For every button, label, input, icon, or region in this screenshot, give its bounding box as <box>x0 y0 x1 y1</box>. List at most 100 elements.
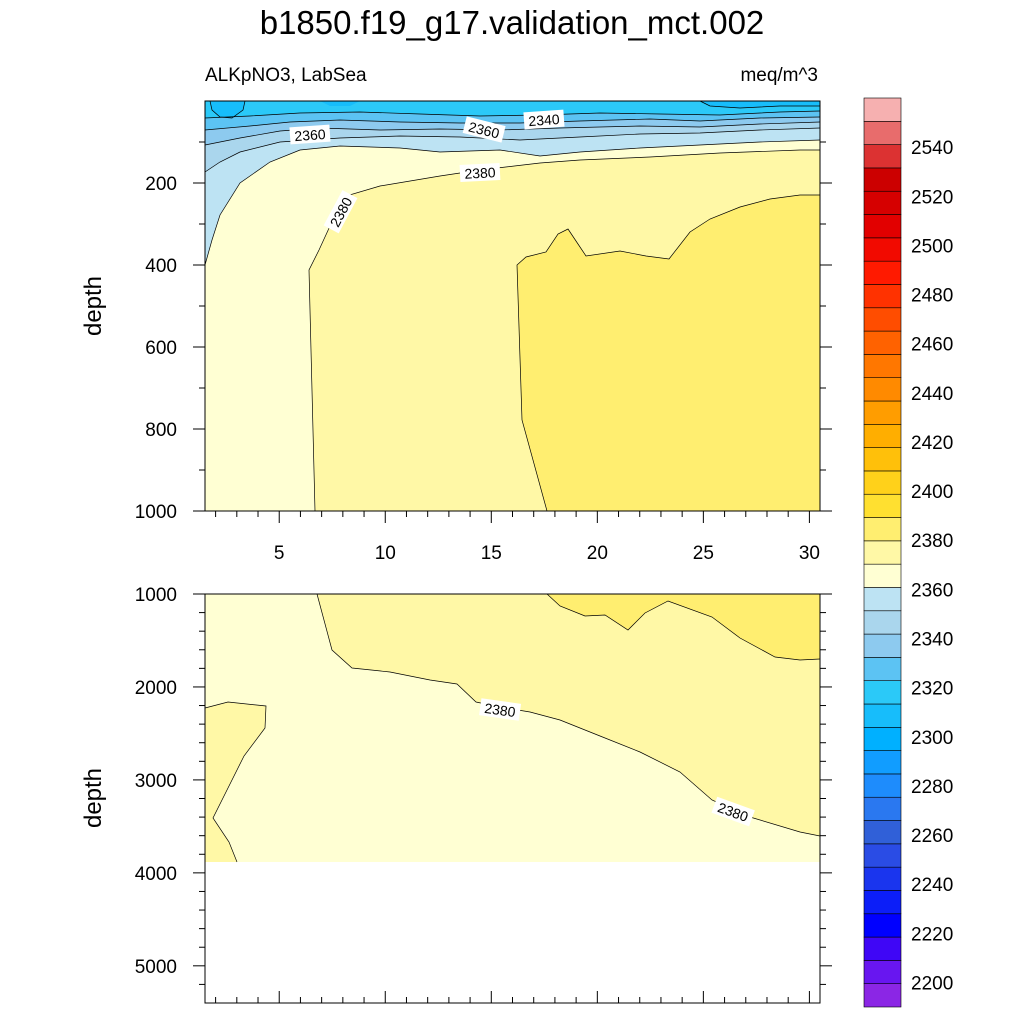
colorbar-swatch <box>863 377 902 402</box>
upper-clabel-2360-b: 2360 <box>462 116 506 143</box>
colorbar-swatch <box>863 680 902 705</box>
colorbar-swatch <box>863 866 902 891</box>
colorbar-swatch <box>863 890 902 915</box>
colorbar-swatch <box>863 97 902 122</box>
colorbar-label: 2260 <box>911 826 953 847</box>
upper-contour-2350 <box>204 127 821 173</box>
colorbar-swatch <box>863 493 902 518</box>
lower-band-2380-2390-left <box>205 702 266 862</box>
upper-clabel-2340-text: 2340 <box>528 111 560 129</box>
upper-ytick-label: 800 <box>145 420 177 441</box>
upper-ytick-label: 600 <box>145 338 177 359</box>
lower-ytick-label: 4000 <box>135 864 177 885</box>
colorbar-swatch <box>863 447 902 472</box>
colorbar-label: 2360 <box>911 580 953 601</box>
upper-contour-labels: 2340 2360 2360 2380 2380 <box>289 109 565 234</box>
upper-xtick-label: 20 <box>587 543 608 564</box>
upper-band-2350-2360 <box>205 101 820 265</box>
colorbar-swatch <box>863 260 902 285</box>
colorbar-label: 2320 <box>911 679 953 700</box>
upper-band-2390-2400 <box>517 195 820 511</box>
colorbar-label: 2520 <box>911 187 953 208</box>
colorbar-swatch <box>863 121 902 145</box>
colorbar-swatch <box>863 144 902 169</box>
upper-axes: 200 400 600 800 1000 5 10 15 20 25 30 <box>135 141 832 564</box>
upper-xtick-label: 10 <box>375 543 396 564</box>
colorbar-swatch <box>863 657 902 681</box>
upper-contour-2310-a <box>209 100 246 119</box>
colorbar-swatch <box>863 354 902 378</box>
lower-contour-labels: 2380 2380 <box>479 698 755 827</box>
upper-ytick-label: 400 <box>145 256 177 277</box>
upper-clabel-2360-a: 2360 <box>289 124 331 145</box>
colorbar-swatch <box>863 424 902 448</box>
lower-contour-2390 <box>546 593 821 661</box>
colorbar-swatch <box>863 190 902 215</box>
colorbar-label: 2480 <box>911 286 953 307</box>
colorbar-label: 2460 <box>911 335 953 356</box>
lower-ytick-label: 3000 <box>135 771 177 792</box>
colorbar-swatch <box>863 214 902 239</box>
colorbar-label: 2280 <box>911 777 953 798</box>
upper-fills <box>205 101 820 511</box>
colorbar-label: 2540 <box>911 138 953 159</box>
upper-clabel-2360-a-text: 2360 <box>294 126 326 144</box>
upper-contour-2390 <box>516 194 820 512</box>
upper-xtick-label: 30 <box>799 543 820 564</box>
chart-title: b1850.f19_g17.validation_mct.002 <box>260 4 765 41</box>
upper-ylabel: depth <box>80 276 107 336</box>
upper-panel: 2340 2360 2360 2380 2380 200 400 600 800 100… <box>80 100 832 564</box>
lower-fills <box>205 594 820 862</box>
lower-contour-2380-left <box>204 701 267 863</box>
colorbar-swatch <box>863 563 902 588</box>
colorbar-swatch <box>863 167 902 192</box>
lower-panel: 2380 2380 1000 2000 3000 4000 5000 depth <box>80 585 832 1004</box>
upper-contour-lines <box>204 100 821 512</box>
colorbar-swatch <box>863 936 902 961</box>
upper-clabel-2340: 2340 <box>523 109 565 130</box>
colorbar-swatch <box>863 960 902 984</box>
colorbar-swatch <box>863 750 902 775</box>
colorbar-swatch <box>863 307 902 332</box>
colorbar-swatch <box>863 610 902 635</box>
colorbar-swatch <box>863 796 902 821</box>
colorbar-swatch <box>863 400 902 425</box>
colorbar-label: 2340 <box>911 629 953 650</box>
upper-clabel-2380-a-text: 2380 <box>464 164 496 182</box>
upper-contour-2320 <box>204 110 821 119</box>
lower-clabel-2380-a-text: 2380 <box>483 700 516 720</box>
upper-clabel-2360-b-text: 2360 <box>467 118 501 141</box>
colorbar-label: 2200 <box>911 973 953 994</box>
colorbar-label: 2440 <box>911 384 953 405</box>
upper-ytick-label: 1000 <box>135 502 177 523</box>
colorbar-swatch <box>863 540 902 565</box>
lower-band-2380-2390-top <box>317 594 820 836</box>
upper-band-2310-2320 <box>205 101 820 118</box>
upper-clabel-2380-a: 2380 <box>459 162 501 183</box>
colorbar-swatch <box>863 820 902 845</box>
colorbar: 2200 2220 2240 2260 2280 2300 2320 2340 2360 2380… <box>863 97 953 1008</box>
colorbar-swatch <box>863 633 902 658</box>
upper-xtick-label: 25 <box>693 543 714 564</box>
colorbar-swatch <box>863 983 902 1008</box>
colorbar-swatch <box>863 330 902 355</box>
colorbar-swatch <box>863 913 902 938</box>
lower-ytick-label: 2000 <box>135 678 177 699</box>
colorbar-label: 2420 <box>911 433 953 454</box>
colorbar-swatch <box>863 284 902 309</box>
colorbar-swatch <box>863 703 902 728</box>
subtitle-right: meq/m^3 <box>740 65 818 86</box>
colorbar-label: 2220 <box>911 924 953 945</box>
upper-band-2300-2310 <box>210 101 820 118</box>
colorbar-swatch <box>863 517 902 542</box>
colorbar-label: 2380 <box>911 531 953 552</box>
colorbar-swatch <box>863 773 902 798</box>
colorbar-swatch <box>863 843 902 868</box>
colorbar-swatch <box>863 237 902 262</box>
colorbar-swatch <box>863 470 902 495</box>
lower-ytick-label: 5000 <box>135 957 177 978</box>
colorbar-label: 2300 <box>911 728 953 749</box>
colorbar-swatch <box>863 587 902 612</box>
upper-xtick-label: 5 <box>274 543 285 564</box>
